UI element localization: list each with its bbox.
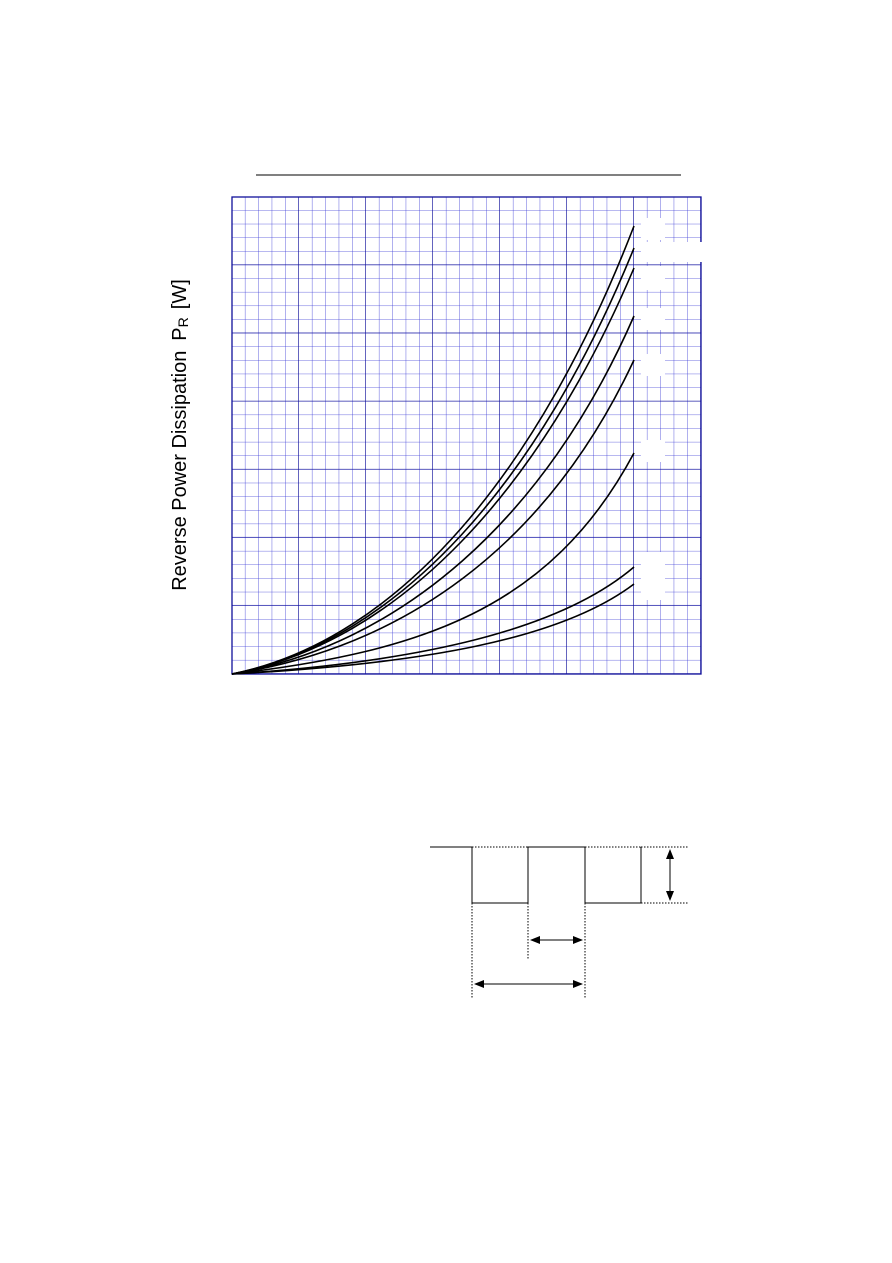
y-axis-symbol: P: [169, 327, 191, 340]
chart-grid: [231, 196, 702, 675]
y-axis-subscript: R: [175, 317, 191, 327]
waveform-diagram: [430, 846, 688, 998]
y-axis-label-text: Reverse Power Dissipation: [169, 351, 191, 591]
curves: [231, 225, 635, 675]
y-axis-unit: [W]: [169, 279, 191, 309]
y-axis-label: Reverse Power Dissipation PR [W]: [169, 279, 191, 591]
label-masks: [641, 218, 703, 600]
